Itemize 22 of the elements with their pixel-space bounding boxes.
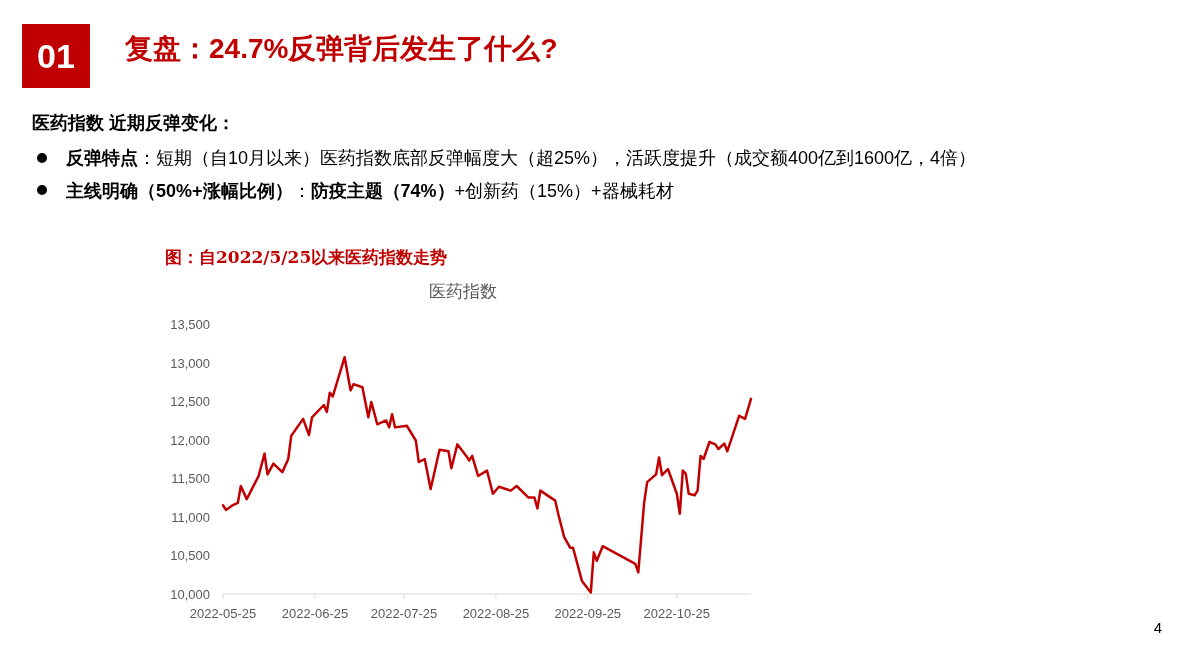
y-tick-label: 11,000 — [171, 509, 210, 525]
y-tick-label: 13,000 — [170, 355, 210, 371]
y-tick-label: 11,500 — [171, 471, 210, 487]
y-tick-label: 10,000 — [170, 587, 210, 602]
x-tick-label: 2022-10-25 — [643, 606, 711, 621]
text: 主线明确（50%+涨幅比例）：防疫主题（74%）+创新药（15%）+器械耗材 — [65, 181, 674, 201]
text: 医药指数 近期反弹变化： — [32, 113, 236, 133]
x-tick-label: 2022-09-25 — [554, 606, 622, 621]
text: 反弹特点：短期（自10月以来）医药指数底部反弹幅度大（超25%），活跃度提升（成交额400亿到1600亿，4倍） — [65, 148, 977, 168]
text: 4 — [1153, 619, 1163, 636]
text: 01 — [37, 37, 75, 75]
y-tick-label: 10,500 — [170, 548, 210, 564]
y-tick-label: 12,500 — [170, 394, 210, 410]
chart-subtitle: 图：自2022/5/25以来医药指数走势 — [165, 247, 448, 267]
x-tick-label: 2022-05-25 — [189, 606, 257, 621]
x-tick-label: 2022-06-25 — [281, 606, 349, 621]
text: 医药指数 — [429, 282, 497, 301]
chart-title: 复盘：24.7%反弹背后发生了什么? — [124, 33, 558, 64]
y-tick-label: 13,500 — [170, 317, 210, 332]
x-tick-label: 2022-07-25 — [370, 606, 438, 621]
x-tick-label: 2022-08-25 — [462, 606, 530, 621]
y-tick-label: 12,000 — [170, 432, 210, 448]
